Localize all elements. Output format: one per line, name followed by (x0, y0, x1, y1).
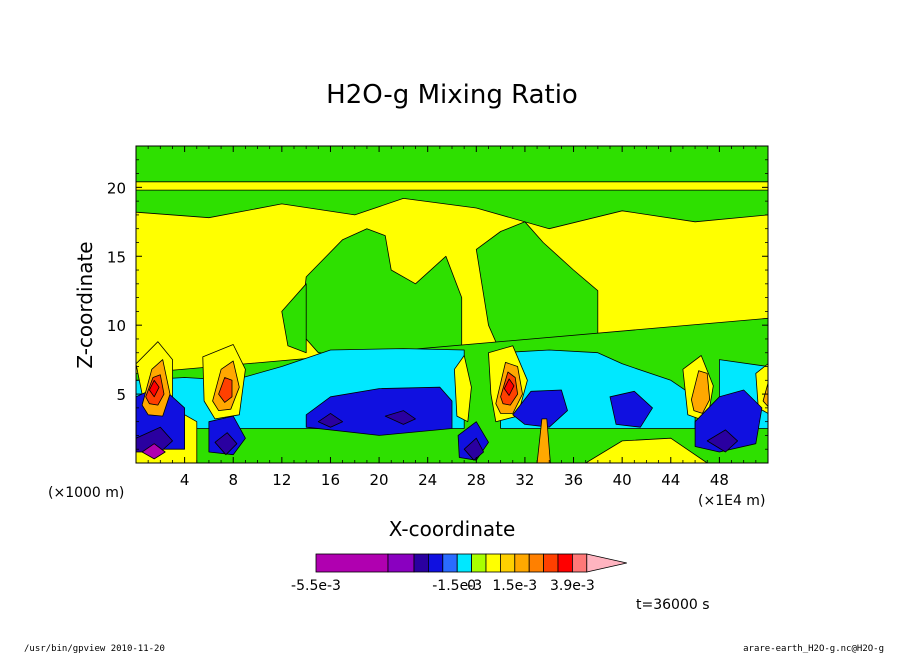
colorbar: -5.5e-3 -1.5e-30 1.5e-3 3.9e-3 (291, 553, 627, 594)
x-tick-label: 48 (710, 471, 729, 489)
colorbar-swatch (315, 553, 389, 573)
contour-region (691, 370, 711, 414)
contour-region (136, 146, 768, 183)
contour-region (453, 355, 472, 423)
contour-region (305, 386, 453, 436)
y-tick-label: 10 (107, 317, 126, 335)
x-tick-label: 32 (515, 471, 534, 489)
y-tick-label: 15 (107, 248, 126, 266)
contour-region (136, 189, 768, 230)
x-tick-label: 36 (564, 471, 583, 489)
colorbar-swatch (471, 553, 487, 573)
contour-regions (136, 146, 768, 463)
x-unit-label: (×1000 m) (48, 485, 124, 501)
x-tick-label: 20 (370, 471, 389, 489)
contour-region (609, 390, 653, 428)
contour-region (281, 283, 307, 354)
time-label: t=36000 s (636, 597, 710, 613)
colorbar-swatch (557, 553, 573, 573)
contour-region (475, 221, 599, 354)
colorbar-label: -5.5e-3 (291, 578, 341, 594)
x-tick-label: 28 (467, 471, 486, 489)
colorbar-arrow (586, 553, 627, 573)
contour-region (536, 418, 551, 463)
x-tick-label: 8 (228, 471, 238, 489)
contour-region (706, 429, 738, 453)
colorbar-label: 3.9e-3 (550, 578, 595, 594)
x-tick-label: 4 (180, 471, 190, 489)
colorbar-label: 0 (467, 578, 476, 594)
x-multiplier-label: (×1E4 m) (698, 493, 765, 509)
colorbar-swatch (485, 553, 501, 573)
contour-region (463, 437, 485, 461)
y-axis: 5 10 15 20 (107, 159, 768, 450)
chart-title: H2O-g Mixing Ratio (326, 80, 578, 110)
contour-region (585, 437, 708, 463)
contour-region (317, 412, 344, 428)
footer-left: /usr/bin/gpview 2010-11-20 (24, 644, 165, 654)
contour-region (218, 377, 233, 403)
footer-right: arare-earth_H2O-g.nc@H2O-g (743, 644, 884, 654)
contour-region (694, 389, 763, 453)
y-tick-label: 5 (116, 386, 126, 404)
contour-region (141, 443, 166, 460)
colorbar-swatch (528, 553, 545, 573)
colorbar-label: 1.5e-3 (492, 578, 537, 594)
x-tick-label: 40 (613, 471, 632, 489)
colorbar-swatch (413, 553, 429, 573)
x-axis: 4 8 12 16 20 24 28 32 36 40 44 48 (147, 146, 757, 489)
x-tick-label: 24 (418, 471, 437, 489)
y-tick-label: 20 (107, 179, 126, 197)
y-axis-label: Z-coordinate (73, 241, 97, 368)
colorbar-swatch (456, 553, 473, 573)
contour-region (384, 410, 416, 425)
contour-region (512, 389, 568, 428)
contour-region (299, 228, 463, 361)
contour-region (762, 382, 768, 407)
x-tick-label: 16 (321, 471, 340, 489)
colorbar-swatch (499, 553, 516, 573)
contour-region (214, 432, 238, 456)
contour-region (136, 426, 173, 453)
contour-region (503, 378, 515, 396)
contour-field (136, 146, 768, 463)
colorbar-swatch (572, 553, 588, 573)
colorbar-swatch (442, 553, 458, 573)
contour-region (148, 379, 160, 398)
colorbar-swatch (543, 553, 559, 573)
colorbar-swatch (427, 553, 444, 573)
colorbar-label: -1.5e-3 (432, 578, 482, 594)
x-tick-label: 44 (661, 471, 680, 489)
colorbar-swatch (387, 553, 415, 573)
x-tick-label: 12 (272, 471, 291, 489)
colorbar-swatch (514, 553, 530, 573)
x-axis-label: X-coordinate (389, 517, 516, 541)
